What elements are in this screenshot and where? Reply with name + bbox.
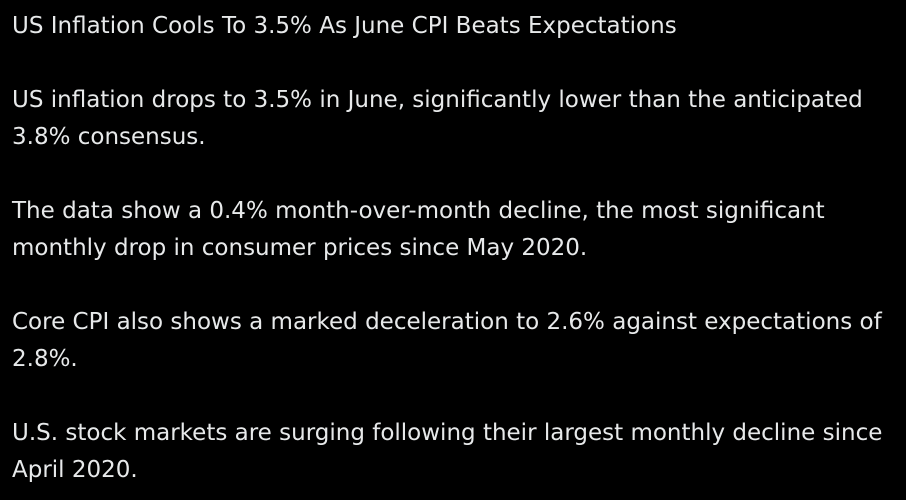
post-headline: US Inflation Cools To 3.5% As June CPI B…: [12, 13, 677, 39]
post-paragraph-4: U.S. stock markets are surging following…: [12, 420, 883, 483]
post-paragraph-1: US inflation drops to 3.5% in June, sign…: [12, 87, 863, 150]
post-paragraph-2: The data show a 0.4% month-over-month de…: [12, 198, 825, 261]
post-paragraph-3: Core CPI also shows a marked deceleratio…: [12, 309, 882, 372]
